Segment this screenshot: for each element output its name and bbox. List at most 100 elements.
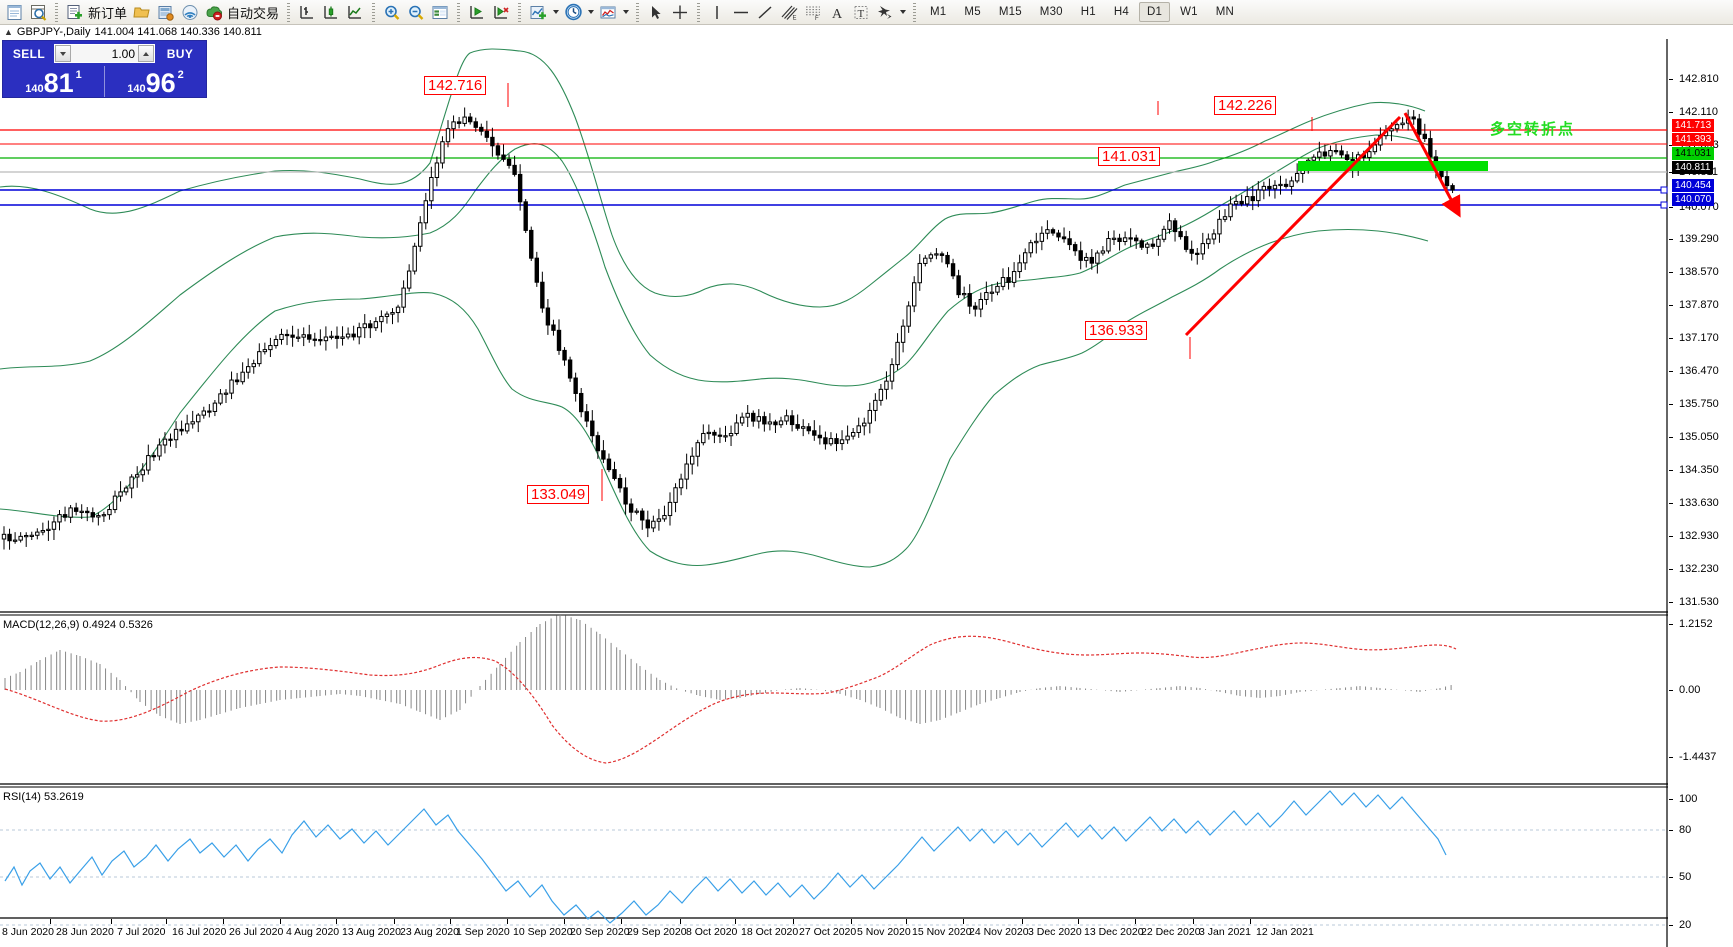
candle-body <box>434 162 440 178</box>
date-tick-mark <box>507 919 508 924</box>
price-tick-132-230: 132.230 <box>1679 563 1719 575</box>
chart-area[interactable]: 142.810 142.110 141.393 140.811 140.070 139.2… <box>0 39 1733 947</box>
candle-body <box>1328 150 1333 157</box>
arrows-caret-icon[interactable] <box>897 1 908 24</box>
timeframe-mn[interactable]: MN <box>1215 6 1235 18</box>
candle-body <box>390 312 395 315</box>
anno-133-049[interactable]: 133.049 <box>527 485 590 504</box>
sell-price[interactable]: 140 81 1 <box>3 66 104 97</box>
symbol-ohlc: 141.004 141.068 140.336 140.811 <box>94 26 262 38</box>
bar-chart-icon[interactable] <box>295 1 319 24</box>
candle-body <box>284 333 290 337</box>
period-caret-icon[interactable] <box>585 1 596 24</box>
text-label-icon[interactable]: T <box>849 1 873 24</box>
candle-body <box>701 432 706 444</box>
autotrading-icon[interactable] <box>202 1 226 24</box>
crosshair-icon[interactable] <box>668 1 692 24</box>
templates-icon[interactable] <box>596 1 620 24</box>
anno-142-716[interactable]: 142.716 <box>424 76 487 95</box>
candle-body <box>312 338 318 341</box>
chart-shift-icon[interactable] <box>489 1 513 24</box>
candlestick-chart-icon[interactable] <box>319 1 343 24</box>
candle-body <box>662 515 667 520</box>
candle-body <box>545 307 551 326</box>
candle-body <box>1034 240 1039 244</box>
timeframe-h4[interactable]: H4 <box>1113 6 1129 18</box>
new-order-icon[interactable] <box>63 1 87 24</box>
candle-body <box>1400 122 1405 126</box>
autotrading-label[interactable]: 自动交易 <box>227 5 280 21</box>
templates-caret-icon[interactable] <box>620 1 631 24</box>
timeframe-d1[interactable]: D1 <box>1139 2 1171 22</box>
candle-body <box>96 515 101 518</box>
candle-body <box>290 334 295 338</box>
price-tag-141-393: 141.393 <box>1672 133 1715 146</box>
new-chart-icon[interactable] <box>2 1 26 24</box>
candle-body <box>351 333 356 338</box>
volume-decrease-button[interactable] <box>55 45 71 62</box>
anno-turning-point[interactable]: 多空转折点 <box>1490 120 1576 138</box>
timeframe-m30[interactable]: M30 <box>1039 6 1063 18</box>
candle-body <box>917 262 922 284</box>
terminal-icon[interactable] <box>154 1 178 24</box>
trendline-icon[interactable] <box>753 1 777 24</box>
buy-button[interactable]: BUY <box>166 46 194 61</box>
text-icon[interactable]: A <box>825 1 849 24</box>
candle-body <box>506 158 512 166</box>
price-tick-131-530: 131.530 <box>1679 596 1719 608</box>
candle-body <box>179 428 184 432</box>
autoscroll-icon[interactable] <box>465 1 489 24</box>
candle-body <box>295 336 301 339</box>
horizontal-line-icon[interactable] <box>729 1 753 24</box>
sell-price-prefix: 140 <box>25 83 44 95</box>
fibonacci-icon[interactable]: F <box>801 1 825 24</box>
equidistant-channel-icon[interactable]: E <box>777 1 801 24</box>
line-chart-icon[interactable] <box>343 1 367 24</box>
period-clock-icon[interactable] <box>561 1 585 24</box>
timeframe-h1[interactable]: H1 <box>1080 6 1096 18</box>
data-window-icon[interactable] <box>428 1 452 24</box>
candle-body <box>812 430 817 436</box>
anno-142-226[interactable]: 142.226 <box>1214 96 1277 115</box>
candle-body <box>345 333 351 338</box>
signals-icon[interactable] <box>178 1 202 24</box>
anno-136-933[interactable]: 136.933 <box>1085 321 1148 340</box>
zoom-out-icon[interactable] <box>404 1 428 24</box>
buy-price-prefix: 140 <box>127 83 146 95</box>
cursor-icon[interactable] <box>644 1 668 24</box>
price-tick-mark <box>1669 503 1673 504</box>
candle-body <box>1272 184 1278 190</box>
candle-body <box>762 416 767 425</box>
volume-increase-button[interactable] <box>138 45 154 62</box>
vertical-line-icon[interactable] <box>705 1 729 24</box>
add-indicator-caret-icon[interactable] <box>550 1 561 24</box>
timeframe-w1[interactable]: W1 <box>1180 6 1198 18</box>
volume-stepper[interactable]: 1.00 <box>54 44 155 63</box>
candle-body <box>728 433 734 437</box>
sell-button[interactable]: SELL <box>12 46 46 61</box>
arrows-icon[interactable] <box>873 1 897 24</box>
anno-141-031[interactable]: 141.031 <box>1098 147 1161 166</box>
candle-body <box>1200 243 1205 255</box>
timeframe-m1[interactable]: M1 <box>930 6 947 18</box>
market-watch-icon[interactable] <box>26 1 50 24</box>
timeframe-m15[interactable]: M15 <box>998 6 1022 18</box>
zoom-in-icon[interactable] <box>380 1 404 24</box>
add-indicator-icon[interactable] <box>526 1 550 24</box>
candle-body <box>190 421 195 425</box>
date-label: 5 Nov 2020 <box>857 926 911 938</box>
candle-body <box>540 281 545 309</box>
candle-body <box>273 338 279 347</box>
candle-body <box>24 534 29 538</box>
one-click-trading-panel[interactable]: SELL 1.00 BUY 140 81 1 140 96 2 <box>2 40 207 98</box>
candle-body <box>384 313 390 317</box>
new-order-label[interactable]: 新订单 <box>88 5 128 21</box>
folder-icon[interactable] <box>130 1 154 24</box>
date-tick-mark <box>50 919 51 924</box>
candle-body <box>640 510 645 521</box>
volume-value[interactable]: 1.00 <box>111 46 135 61</box>
timeframe-m5[interactable]: M5 <box>964 6 981 18</box>
candle-body <box>1372 144 1378 153</box>
buy-price[interactable]: 140 96 2 <box>104 66 206 97</box>
candle-body <box>1233 200 1239 205</box>
